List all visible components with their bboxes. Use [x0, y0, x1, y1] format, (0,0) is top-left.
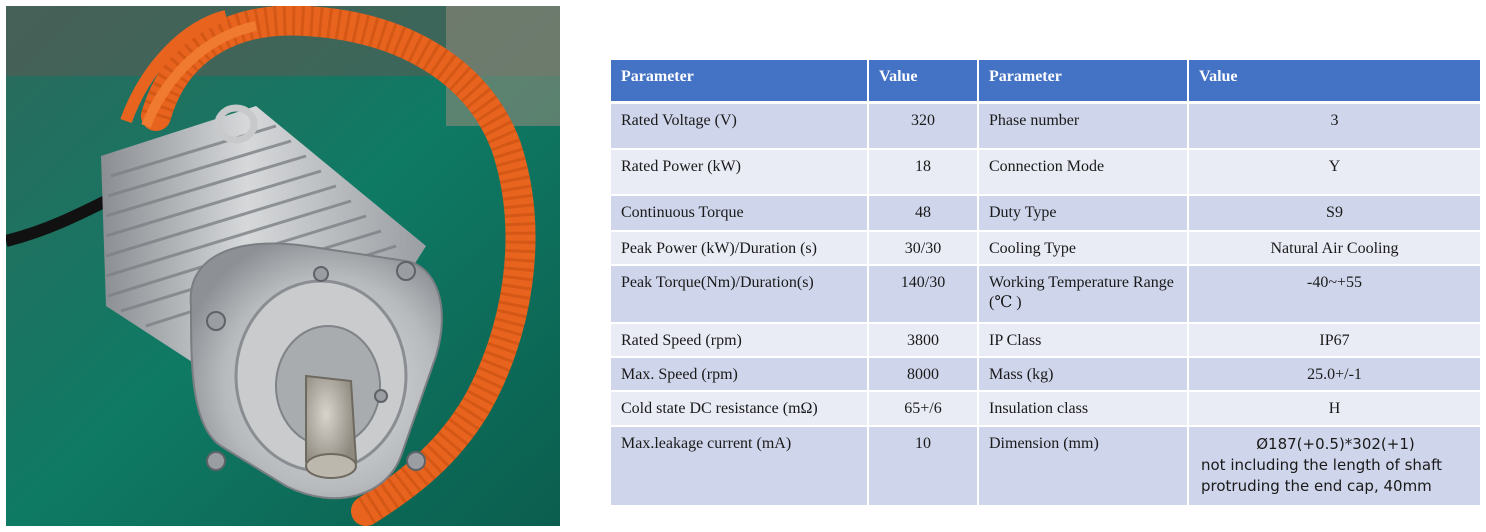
param-cell: Rated Power (kW): [611, 150, 869, 196]
table-row: Cold state DC resistance (mΩ) 65+/6 Insu…: [611, 392, 1480, 427]
value-cell: 3: [1189, 104, 1480, 150]
table-row: Max. Speed (rpm) 8000 Mass (kg) 25.0+/-1: [611, 358, 1480, 392]
param-cell: Phase number: [979, 104, 1189, 150]
table-row: Rated Speed (rpm) 3800 IP Class IP67: [611, 324, 1480, 358]
value-cell: 10: [869, 427, 979, 507]
table-header-row: Parameter Value Parameter Value: [611, 60, 1480, 104]
value-cell: H: [1189, 392, 1480, 427]
param-cell: Rated Voltage (V): [611, 104, 869, 150]
motor-illustration: [6, 6, 560, 526]
param-cell: Cooling Type: [979, 232, 1189, 266]
table-row: Continuous Torque 48 Duty Type S9: [611, 196, 1480, 232]
value-cell: 3800: [869, 324, 979, 358]
table-row: Max.leakage current (mA) 10 Dimension (m…: [611, 427, 1480, 507]
param-cell: IP Class: [979, 324, 1189, 358]
param-cell: Cold state DC resistance (mΩ): [611, 392, 869, 427]
lifting-eye-icon: [214, 104, 258, 144]
value-cell: 48: [869, 196, 979, 232]
motor-photo: [6, 6, 560, 526]
dimension-cell: Ø187(+0.5)*302(+1) not including the len…: [1189, 427, 1480, 507]
header-value-1: Value: [869, 60, 979, 104]
value-cell: 320: [869, 104, 979, 150]
table-row: Rated Voltage (V) 320 Phase number 3: [611, 104, 1480, 150]
dimension-value: Ø187(+0.5)*302(+1): [1256, 435, 1415, 453]
param-cell: Max. Speed (rpm): [611, 358, 869, 392]
value-cell: 65+/6: [869, 392, 979, 427]
param-cell: Max.leakage current (mA): [611, 427, 869, 507]
value-cell: Natural Air Cooling: [1189, 232, 1480, 266]
value-cell: 25.0+/-1: [1189, 358, 1480, 392]
header-value-2: Value: [1189, 60, 1480, 104]
param-cell: Mass (kg): [979, 358, 1189, 392]
value-cell: IP67: [1189, 324, 1480, 358]
param-cell: Continuous Torque: [611, 196, 869, 232]
value-cell: -40~+55: [1189, 266, 1480, 324]
table-row: Rated Power (kW) 18 Connection Mode Y: [611, 150, 1480, 196]
param-cell: Peak Torque(Nm)/Duration(s): [611, 266, 869, 324]
value-cell: 18: [869, 150, 979, 196]
param-cell: Insulation class: [979, 392, 1189, 427]
header-parameter-1: Parameter: [611, 60, 869, 104]
value-cell: Y: [1189, 150, 1480, 196]
param-cell: Duty Type: [979, 196, 1189, 232]
param-cell: Rated Speed (rpm): [611, 324, 869, 358]
value-cell: 8000: [869, 358, 979, 392]
param-cell: Dimension (mm): [979, 427, 1189, 507]
flange-bolts: [206, 261, 426, 471]
header-parameter-2: Parameter: [979, 60, 1189, 104]
param-cell: Working Temperature Range (℃ ): [979, 266, 1189, 324]
dimension-note: not including the length of shaft protru…: [1201, 456, 1443, 495]
table-row: Peak Torque(Nm)/Duration(s) 140/30 Worki…: [611, 266, 1480, 324]
value-cell: 140/30: [869, 266, 979, 324]
table-row: Peak Power (kW)/Duration (s) 30/30 Cooli…: [611, 232, 1480, 266]
spec-table: Parameter Value Parameter Value Rated Vo…: [611, 60, 1480, 507]
param-cell: Connection Mode: [979, 150, 1189, 196]
value-cell: S9: [1189, 196, 1480, 232]
value-cell: 30/30: [869, 232, 979, 266]
param-cell: Peak Power (kW)/Duration (s): [611, 232, 869, 266]
